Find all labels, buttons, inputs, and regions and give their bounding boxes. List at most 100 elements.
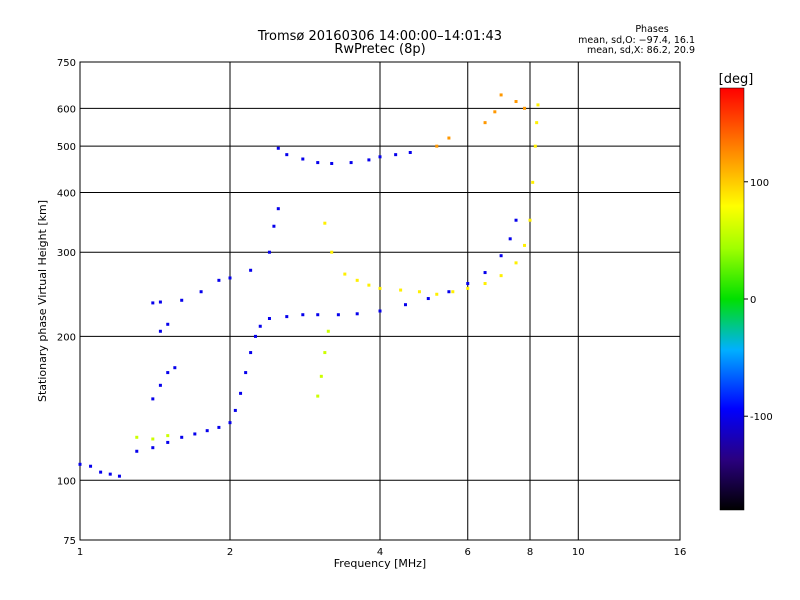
data-point [408,150,412,154]
data-point [166,322,170,326]
data-point [253,334,257,338]
data-point [276,146,280,150]
data-point [483,282,487,286]
x-tick-label: 6 [465,547,471,558]
data-point [355,278,359,282]
series-0 [78,218,518,478]
data-point [158,383,162,387]
data-point [108,472,112,476]
data-point [285,315,289,319]
x-axis-label: Frequency [MHz] [334,557,426,570]
data-point [217,425,221,429]
data-point [378,286,382,290]
y-axis-ticks: 75 100 200 300 400 500 600 750 [57,58,76,547]
data-point [301,313,305,317]
data-point [326,329,330,333]
data-point [535,121,539,125]
data-point [135,449,139,453]
data-point [117,474,121,478]
y-tick-label: 75 [63,536,76,547]
data-point [158,329,162,333]
y-axis-label: Stationary phase Virtual Height [km] [36,200,49,402]
data-point [99,470,103,474]
data-point [466,282,470,286]
data-point [367,283,371,287]
data-point [426,297,430,301]
data-point [493,110,497,114]
data-point [158,300,162,304]
data-point [336,313,340,317]
data-point [151,301,155,305]
data-point [451,290,455,294]
x-tick-label: 2 [227,547,233,558]
data-point [536,103,540,107]
data-point [316,394,320,398]
data-point [531,180,535,184]
x-tick-label: 16 [674,547,687,558]
data-point [244,371,248,375]
data-point [180,435,184,439]
data-point [343,272,347,276]
data-point [151,446,155,450]
data-point [166,440,170,444]
data-point [499,93,503,97]
data-point [267,250,271,254]
series-3 [323,103,540,296]
x-tick-label: 1 [77,547,83,558]
series-2 [276,146,412,165]
x-tick-label: 8 [527,547,533,558]
data-point [319,374,323,378]
data-point [199,290,203,294]
data-point [528,218,532,222]
data-point [523,243,527,247]
data-point [466,286,470,290]
data-point [276,207,280,211]
data-point [447,136,451,140]
data-point [217,278,221,282]
y-tick-label: 100 [57,476,76,487]
colorbar [719,87,745,511]
data-point [514,100,518,104]
colorbar-label: [deg] [719,72,754,87]
legend-title: Phases [635,24,668,35]
data-point [301,157,305,161]
data-point [193,432,197,436]
data-point [228,421,232,425]
data-point [173,366,177,370]
data-points [78,93,540,478]
y-tick-label: 750 [57,58,76,69]
data-point [285,153,289,157]
data-point [89,464,93,468]
data-point [399,288,403,292]
colorbar-ticks: 100 0 -100 [744,178,773,423]
chart-title: Tromsø 20160306 14:00:00–14:01:43 [257,29,502,44]
data-point [514,261,518,265]
y-tick-label: 500 [57,142,76,153]
data-point [417,290,421,294]
data-point [378,155,382,159]
data-point [151,397,155,401]
series-5 [435,93,527,148]
x-axis-ticks: 1 2 4 6 8 10 16 [77,547,687,558]
data-point [205,429,209,433]
y-tick-label: 200 [57,332,76,343]
data-point [447,290,451,294]
grid [80,62,680,540]
data-point [249,351,253,355]
data-point [78,462,82,466]
data-point [267,316,271,320]
data-point [378,309,382,313]
chart-subtitle: RwPretec (8p) [334,42,425,57]
data-point [523,106,527,110]
data-point [323,221,327,225]
data-point [239,391,243,395]
data-point [228,276,232,280]
x-tick-label: 4 [377,547,383,558]
x-tick-label: 10 [572,547,585,558]
colorbar-tick-label: 0 [750,295,756,306]
y-tick-label: 600 [57,104,76,115]
data-point [258,324,262,328]
data-point [403,303,407,307]
data-point [483,271,487,275]
